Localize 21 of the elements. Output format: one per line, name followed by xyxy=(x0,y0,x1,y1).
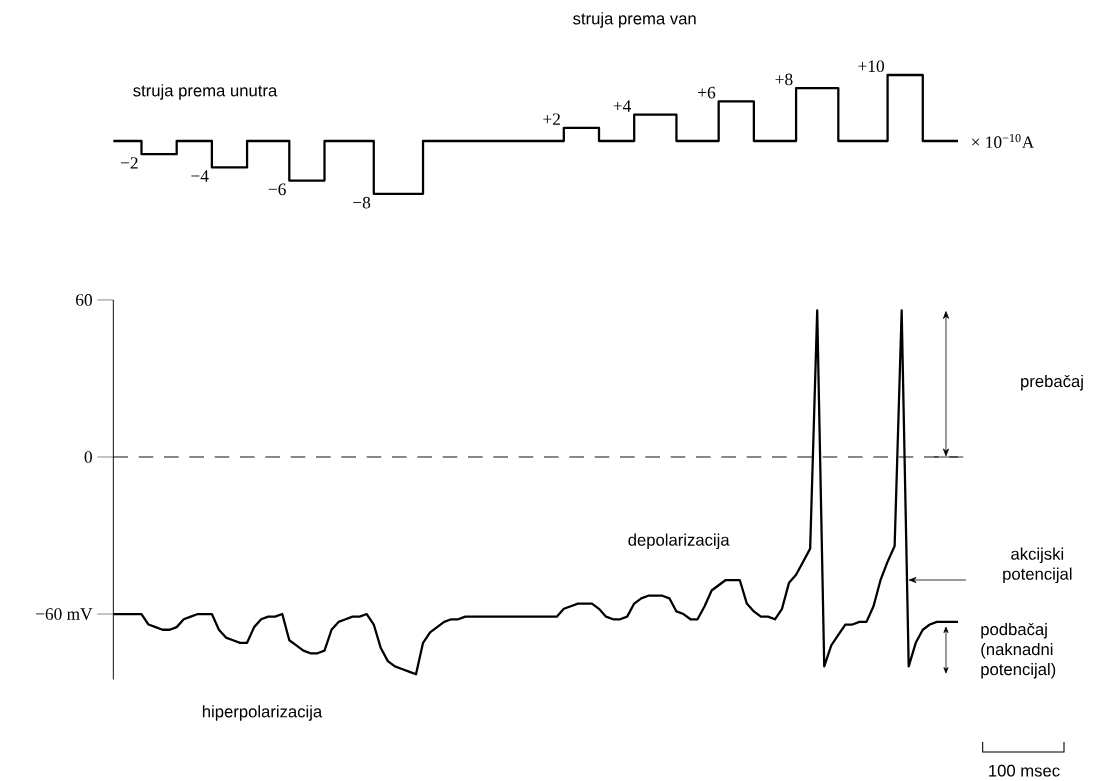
text: 100 msec xyxy=(989,764,1060,777)
y-tick-label: 60 xyxy=(76,294,92,306)
text: struja prema van xyxy=(573,12,696,28)
y-tick-label: 0 xyxy=(84,451,92,463)
data-label: +6 xyxy=(698,86,716,99)
data-label: +2 xyxy=(543,113,560,125)
data-label: −8 xyxy=(353,196,371,209)
annotation: struja prema unutra xyxy=(133,84,278,100)
data-label: −2 xyxy=(120,157,138,169)
data-label: +8 xyxy=(775,73,793,86)
y-tick-label: −60 mV xyxy=(36,608,93,620)
text: prebačaj xyxy=(1021,374,1083,391)
data-label: +4 xyxy=(613,100,632,112)
y-axis-title: × 10$^{−10}$A xyxy=(972,133,1035,149)
data-label: −4 xyxy=(191,170,209,182)
text: hiperpolarizacija xyxy=(202,705,323,721)
data-label: −6 xyxy=(268,183,286,196)
text: akcijski potencijal xyxy=(1003,547,1072,584)
text: podbačaj (naknadni potencijal) xyxy=(981,622,1056,679)
annotation: depolarizacija xyxy=(628,533,730,550)
data-label: +10 xyxy=(858,60,884,73)
